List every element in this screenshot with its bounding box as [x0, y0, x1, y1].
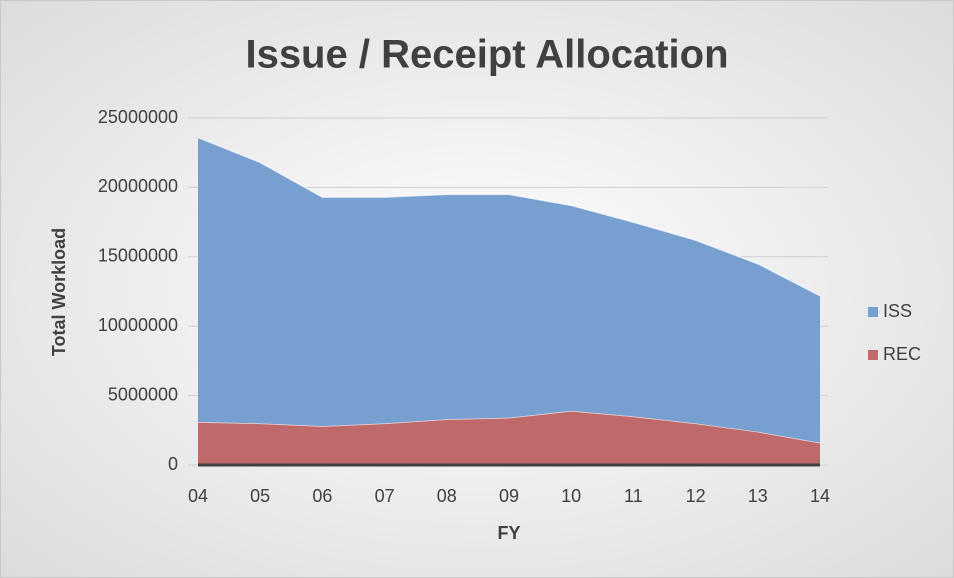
x-tick-label: 05 — [250, 486, 270, 506]
legend-swatch — [868, 350, 878, 360]
x-tick-label: 14 — [810, 486, 830, 506]
y-tick-label: 10000000 — [98, 315, 178, 335]
y-tick-label: 20000000 — [98, 176, 178, 196]
x-tick-label: 06 — [312, 486, 332, 506]
area-edge — [197, 136, 821, 297]
y-tick-label: 15000000 — [98, 246, 178, 266]
x-axis-title: FY — [497, 523, 520, 543]
x-tick-label: 11 — [624, 486, 643, 506]
plot — [197, 136, 821, 467]
x-tick-label: 13 — [748, 486, 768, 506]
legend-label: ISS — [883, 301, 912, 321]
legend: ISS REC — [868, 301, 921, 364]
y-axis-title: Total Workload — [49, 228, 69, 356]
x-tick-label: 10 — [561, 486, 581, 506]
x-tick-label: 12 — [686, 486, 706, 506]
x-tick-label: 04 — [188, 486, 208, 506]
legend-swatch — [868, 307, 878, 317]
y-tick-label: 5000000 — [108, 384, 178, 404]
y-tick-label: 25000000 — [98, 107, 178, 127]
area — [198, 137, 820, 443]
area — [198, 410, 820, 465]
x-tick-label: 09 — [499, 486, 519, 506]
x-tick-label: 07 — [375, 486, 395, 506]
x-tick-label: 08 — [437, 486, 457, 506]
chart-title: Issue / Receipt Allocation — [245, 33, 728, 77]
y-tick-label: 0 — [168, 454, 178, 474]
legend-label: REC — [883, 344, 921, 364]
